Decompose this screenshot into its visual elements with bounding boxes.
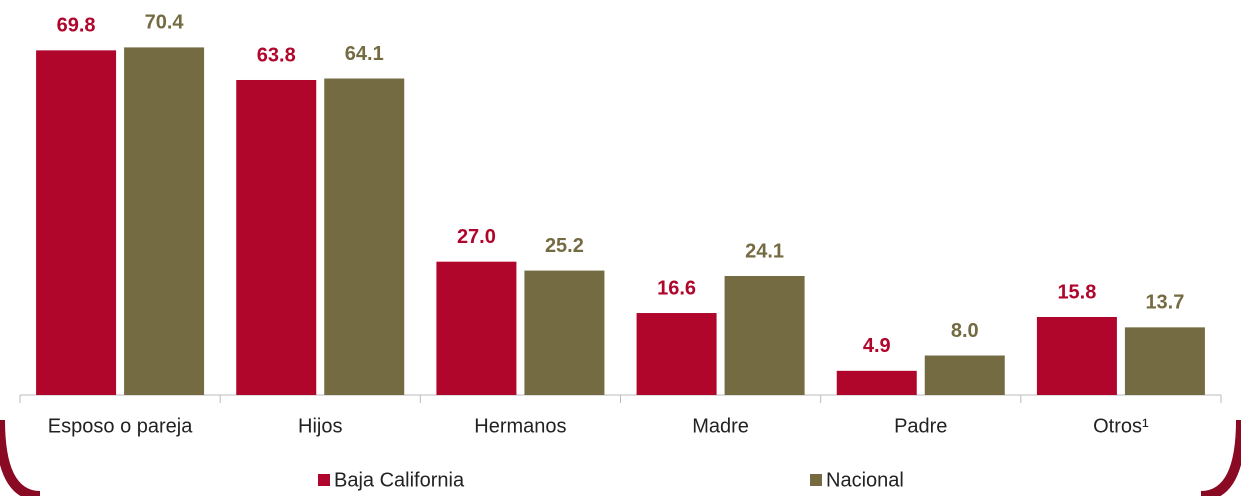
- value-label: 16.6: [657, 277, 696, 299]
- value-label: 63.8: [257, 44, 296, 66]
- value-label: 4.9: [863, 335, 891, 357]
- bar: [836, 370, 917, 395]
- legend-swatch: [318, 474, 330, 486]
- bar: [924, 355, 1005, 395]
- bar: [436, 261, 517, 395]
- value-label: 70.4: [145, 12, 185, 34]
- value-label: 25.2: [545, 235, 584, 257]
- value-label: 64.1: [345, 43, 384, 65]
- x-tick-label: Esposo o pareja: [48, 415, 193, 437]
- legend-label: Baja California: [334, 469, 465, 491]
- value-label: 8.0: [951, 320, 979, 342]
- x-tick-label: Hermanos: [474, 415, 566, 437]
- bar: [524, 270, 605, 395]
- bar: [636, 313, 717, 395]
- bar: [724, 276, 805, 395]
- legend-swatch: [810, 474, 822, 486]
- bar: [236, 79, 317, 396]
- value-label: 24.1: [745, 240, 784, 262]
- bar: [124, 47, 205, 396]
- bar: [1036, 316, 1117, 395]
- bar: [36, 50, 117, 396]
- x-tick-label: Otros¹: [1093, 415, 1149, 437]
- bar: [324, 78, 405, 395]
- x-tick-label: Madre: [692, 415, 749, 437]
- value-label: 13.7: [1145, 292, 1184, 314]
- bar: [1124, 327, 1205, 395]
- value-label: 27.0: [457, 226, 496, 248]
- value-label: 69.8: [57, 15, 96, 37]
- legend-label: Nacional: [826, 469, 904, 491]
- x-tick-label: Padre: [894, 415, 947, 437]
- value-label: 15.8: [1057, 281, 1096, 303]
- x-tick-label: Hijos: [298, 415, 342, 437]
